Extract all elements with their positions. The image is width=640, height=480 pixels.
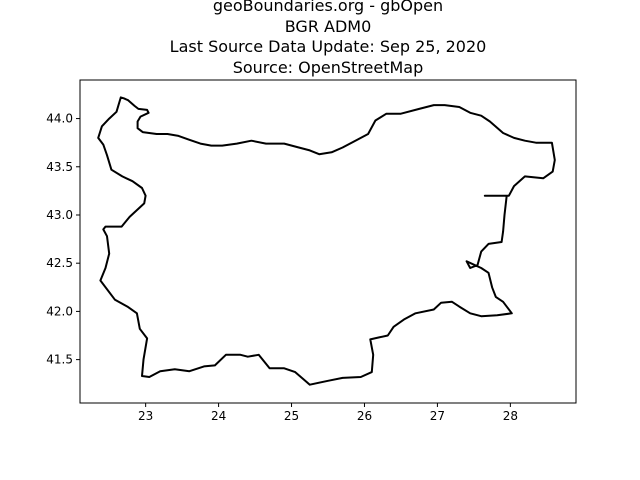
country-boundary-outline [97, 96, 556, 386]
y-tick-label: 43.5 [46, 160, 73, 174]
title-block: geoBoundaries.org - gbOpen BGR ADM0 Last… [170, 0, 487, 77]
x-tick-label: 27 [430, 409, 445, 423]
y-axis-ticks: 41.5 42.0 42.5 43.0 43.5 44.0 [46, 112, 80, 367]
title-line-2: BGR ADM0 [285, 17, 372, 36]
y-tick-label: 44.0 [46, 112, 73, 126]
x-axis-ticks: 23 24 25 26 27 28 [138, 403, 518, 423]
y-tick-label: 42.0 [46, 304, 73, 318]
y-tick-label: 41.5 [46, 353, 73, 367]
x-tick-label: 25 [284, 409, 299, 423]
x-tick-label: 26 [357, 409, 372, 423]
x-tick-label: 28 [503, 409, 518, 423]
x-tick-label: 23 [138, 409, 153, 423]
title-line-3: Last Source Data Update: Sep 25, 2020 [170, 37, 487, 56]
x-tick-label: 24 [211, 409, 226, 423]
axes-frame [79, 79, 577, 404]
title-line-4: Source: OpenStreetMap [233, 58, 424, 77]
title-line-1: geoBoundaries.org - gbOpen [213, 0, 443, 15]
y-tick-label: 43.0 [46, 208, 73, 222]
y-tick-label: 42.5 [46, 256, 73, 270]
